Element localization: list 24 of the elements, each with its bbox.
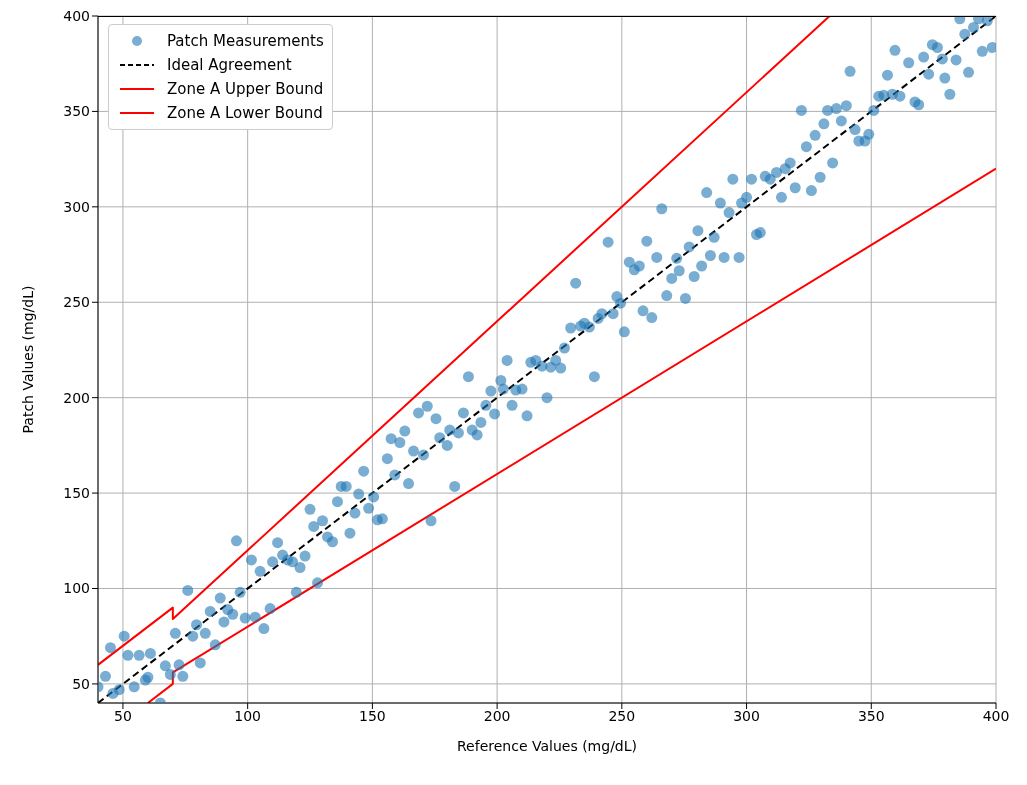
x-tick-label: 300: [733, 707, 760, 724]
line-series: [98, 16, 831, 666]
x-tick-label: 150: [359, 707, 386, 724]
y-tick-label: 50: [72, 675, 90, 692]
x-axis-title: Reference Values (mg/dL): [457, 738, 637, 754]
y-tick-label: 150: [63, 485, 90, 502]
x-tick-label: 50: [114, 707, 132, 724]
legend-label: Patch Measurements: [167, 32, 324, 50]
y-axis-title: Patch Values (mg/dL): [19, 285, 36, 434]
x-tick-label: 250: [608, 707, 636, 724]
x-tick-label: 200: [483, 707, 511, 724]
x-tick-label: 400: [982, 707, 1010, 724]
y-tick-label: 300: [63, 198, 90, 215]
y-tick-label: 400: [63, 7, 90, 24]
x-tick-label: 350: [857, 707, 885, 724]
x-tick-label: 100: [234, 707, 262, 724]
legend-label: Ideal Agreement: [167, 56, 292, 74]
y-tick-label: 100: [63, 580, 90, 597]
legend-label: Zone A Lower Bound: [167, 104, 323, 122]
line-series: [146, 167, 996, 703]
y-tick-label: 250: [63, 294, 90, 311]
legend-label: Zone A Upper Bound: [167, 80, 324, 98]
y-tick-label: 350: [63, 103, 90, 120]
y-tick-label: 200: [63, 389, 90, 406]
